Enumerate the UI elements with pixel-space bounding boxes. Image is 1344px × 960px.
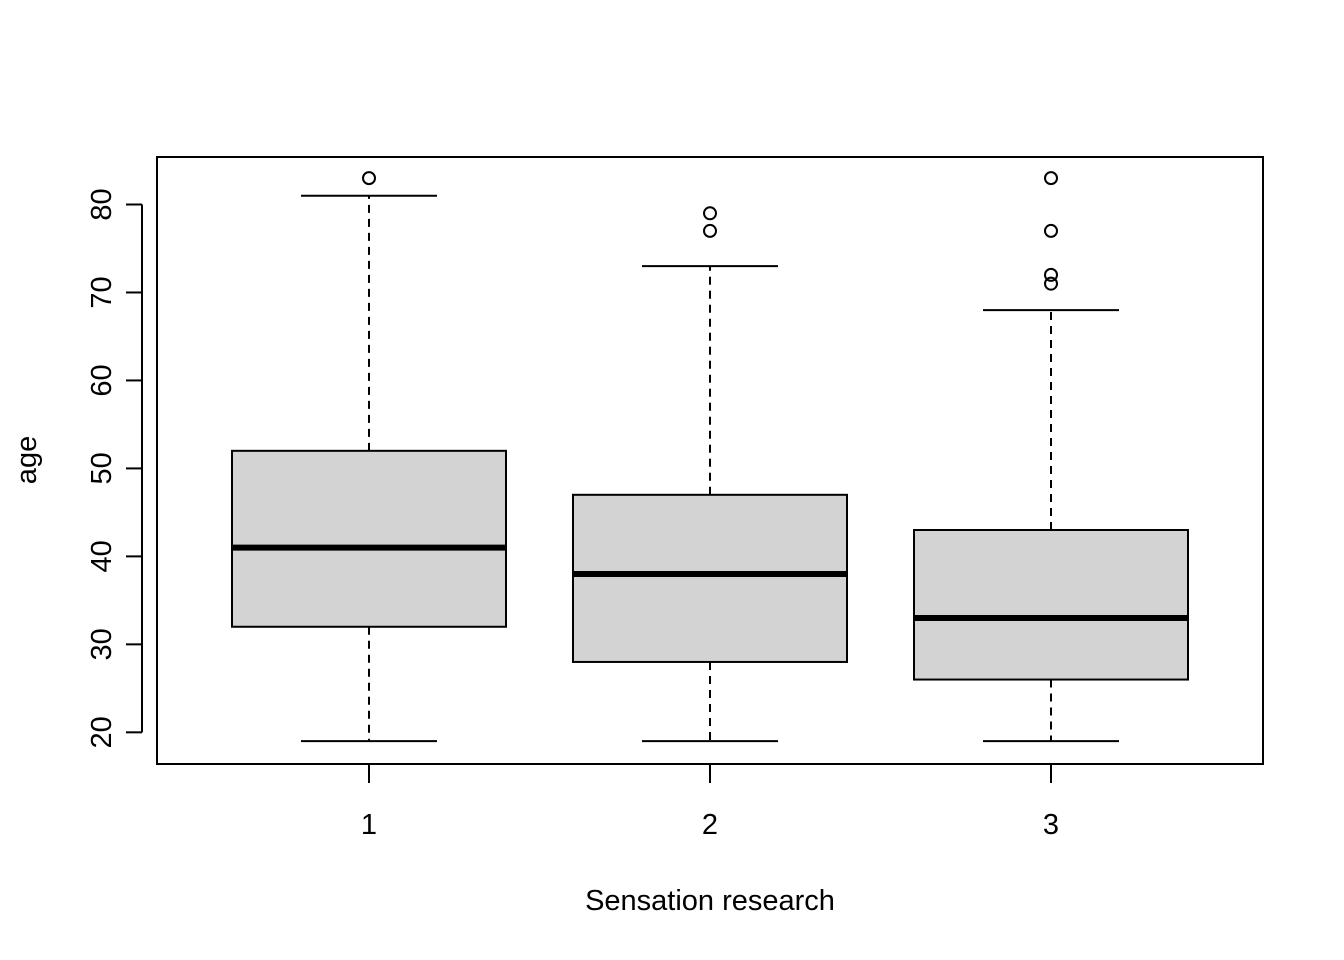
y-axis: 20 30 40 50 60 70 80 — [86, 188, 143, 748]
y-tick-label: 50 — [86, 452, 118, 484]
outlier-point — [1044, 276, 1058, 291]
outlier-point — [703, 206, 717, 221]
boxes-group — [231, 171, 1189, 743]
outlier-point — [703, 223, 717, 238]
outlier-point — [1044, 171, 1058, 186]
y-tick-label: 70 — [86, 276, 118, 308]
outlier-point — [1044, 223, 1058, 238]
box-3 — [913, 171, 1189, 743]
box-2 — [572, 206, 848, 743]
y-tick-label: 80 — [86, 188, 118, 220]
x-tick-label: 1 — [361, 809, 377, 841]
iqr-box — [913, 528, 1189, 681]
y-tick-label: 20 — [86, 716, 118, 748]
y-tick-label: 60 — [86, 364, 118, 396]
x-tick-label: 3 — [1043, 809, 1059, 841]
x-axis-label: Sensation research — [585, 885, 835, 917]
y-tick-label: 40 — [86, 540, 118, 572]
y-tick-label: 30 — [86, 628, 118, 660]
outlier-point — [362, 171, 376, 186]
x-tick-label: 2 — [702, 809, 718, 841]
y-axis-label: age — [11, 436, 43, 484]
x-axis: 1 2 3 — [361, 763, 1059, 841]
iqr-box — [572, 493, 848, 663]
iqr-box — [231, 449, 507, 628]
box-1 — [231, 171, 507, 743]
outlier-point — [1044, 267, 1058, 282]
